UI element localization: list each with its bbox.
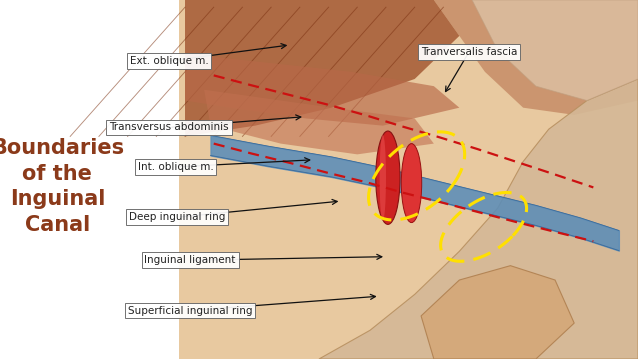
Text: Transversus abdominis: Transversus abdominis xyxy=(109,122,229,132)
Polygon shape xyxy=(319,79,638,359)
Polygon shape xyxy=(185,0,459,136)
Polygon shape xyxy=(472,0,638,101)
Polygon shape xyxy=(185,54,459,126)
Polygon shape xyxy=(204,90,434,154)
Ellipse shape xyxy=(376,131,400,224)
Polygon shape xyxy=(434,0,638,115)
Ellipse shape xyxy=(380,135,386,221)
Polygon shape xyxy=(179,0,638,359)
Text: Ext. oblique m.: Ext. oblique m. xyxy=(130,56,209,66)
Text: Int. oblique m.: Int. oblique m. xyxy=(138,162,213,172)
Ellipse shape xyxy=(401,144,422,223)
Text: Boundaries
of the
Inguinal
Canal: Boundaries of the Inguinal Canal xyxy=(0,138,124,235)
Polygon shape xyxy=(421,266,574,359)
Text: Superficial inguinal ring: Superficial inguinal ring xyxy=(128,306,253,316)
Text: Deep inguinal ring: Deep inguinal ring xyxy=(129,212,226,222)
Text: Inguinal ligament: Inguinal ligament xyxy=(144,255,236,265)
Text: Tranversalis fascia: Tranversalis fascia xyxy=(420,47,517,57)
